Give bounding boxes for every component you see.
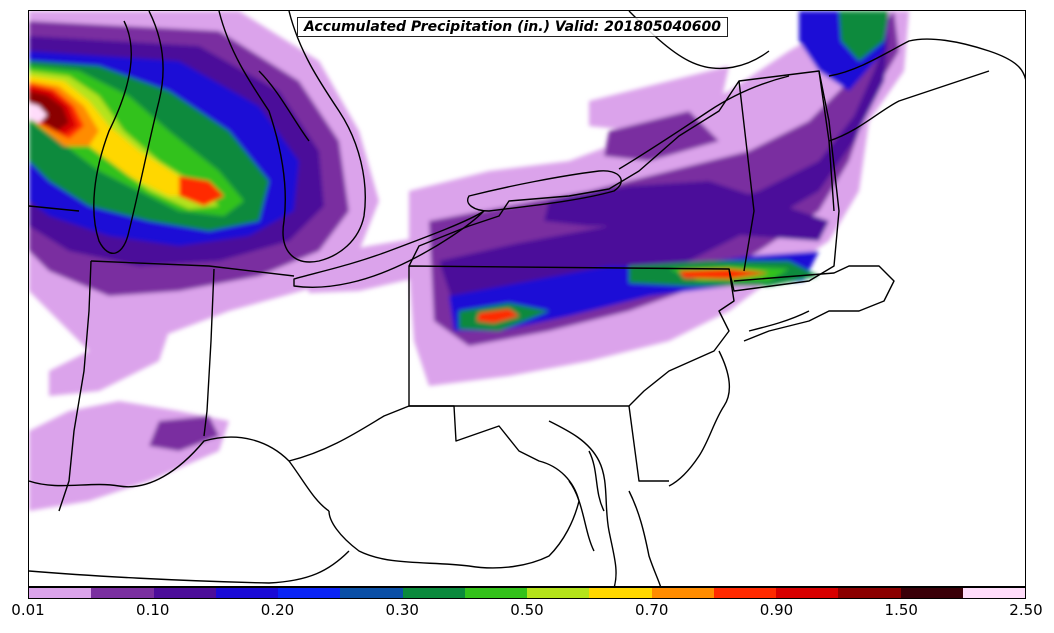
- colorbar-tick-label: 0.90: [759, 601, 794, 619]
- colorbar: [28, 587, 1026, 599]
- colorbar-segment: [900, 588, 963, 598]
- map-panel: Accumulated Precipitation (in.) Valid: 2…: [28, 10, 1026, 587]
- colorbar-tick-label: 0.50: [510, 601, 544, 619]
- colorbar-segment: [91, 588, 154, 598]
- colorbar-tick-label: 0.70: [635, 601, 669, 619]
- colorbar-segment: [589, 588, 652, 598]
- colorbar-segment: [838, 588, 901, 598]
- map-boundaries: [29, 11, 1025, 586]
- colorbar-segment: [464, 588, 527, 598]
- colorbar-tick-label: 0.10: [136, 601, 170, 619]
- colorbar-tick-label: 0.30: [385, 601, 419, 619]
- colorbar-segment: [153, 588, 216, 598]
- colorbar-tick-labels: 0.01 0.10 0.20 0.30 0.50 0.70 0.90 1.50 2.50: [0, 601, 1054, 625]
- colorbar-segment: [776, 588, 839, 598]
- colorbar-segment: [402, 588, 465, 598]
- colorbar-segment: [651, 588, 714, 598]
- colorbar-tick-label: 1.50: [884, 601, 918, 619]
- precipitation-fill: [29, 11, 909, 511]
- map-title: Accumulated Precipitation (in.) Valid: 2…: [297, 17, 729, 37]
- colorbar-segment: [962, 588, 1025, 598]
- colorbar-segment: [278, 588, 341, 598]
- colorbar-tick-label: 2.50: [1009, 601, 1043, 619]
- colorbar-tick-label: 0.01: [11, 601, 45, 619]
- colorbar-tick-label: 0.20: [260, 601, 295, 619]
- colorbar-segment: [713, 588, 776, 598]
- colorbar-segment: [340, 588, 403, 598]
- colorbar-segment: [215, 588, 278, 598]
- precipitation-map: [29, 11, 1025, 586]
- colorbar-segment: [527, 588, 590, 598]
- colorbar-segment: [29, 588, 92, 598]
